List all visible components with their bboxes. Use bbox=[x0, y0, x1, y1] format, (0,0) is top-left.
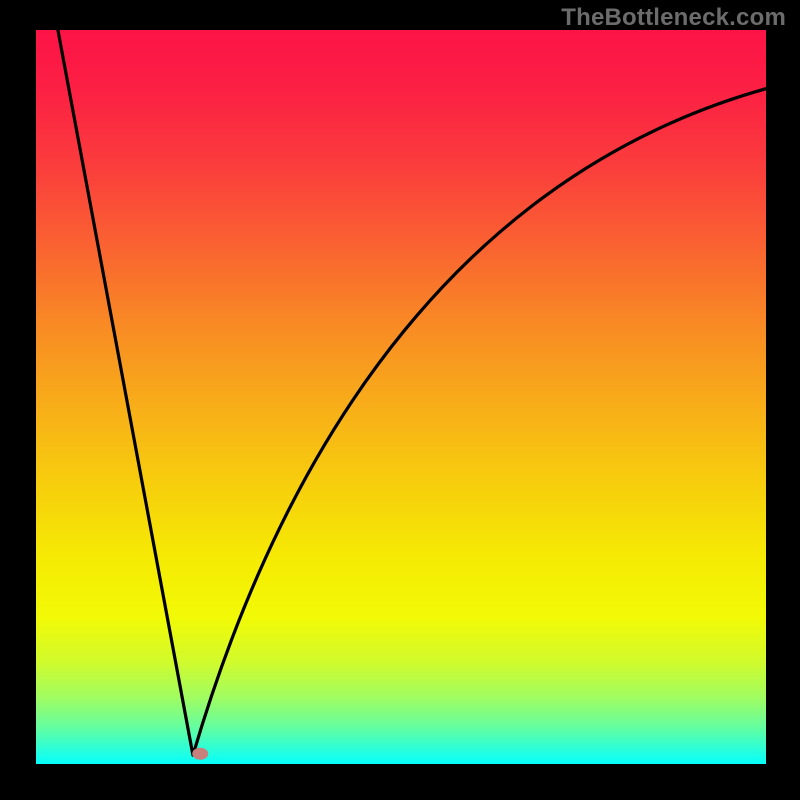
marker-dot bbox=[192, 748, 208, 760]
curve-layer bbox=[36, 30, 766, 764]
line-chart bbox=[36, 30, 766, 764]
chart-container: TheBottleneck.com bbox=[0, 0, 800, 800]
bottleneck-curve bbox=[58, 30, 766, 755]
watermark-text: TheBottleneck.com bbox=[561, 4, 786, 32]
